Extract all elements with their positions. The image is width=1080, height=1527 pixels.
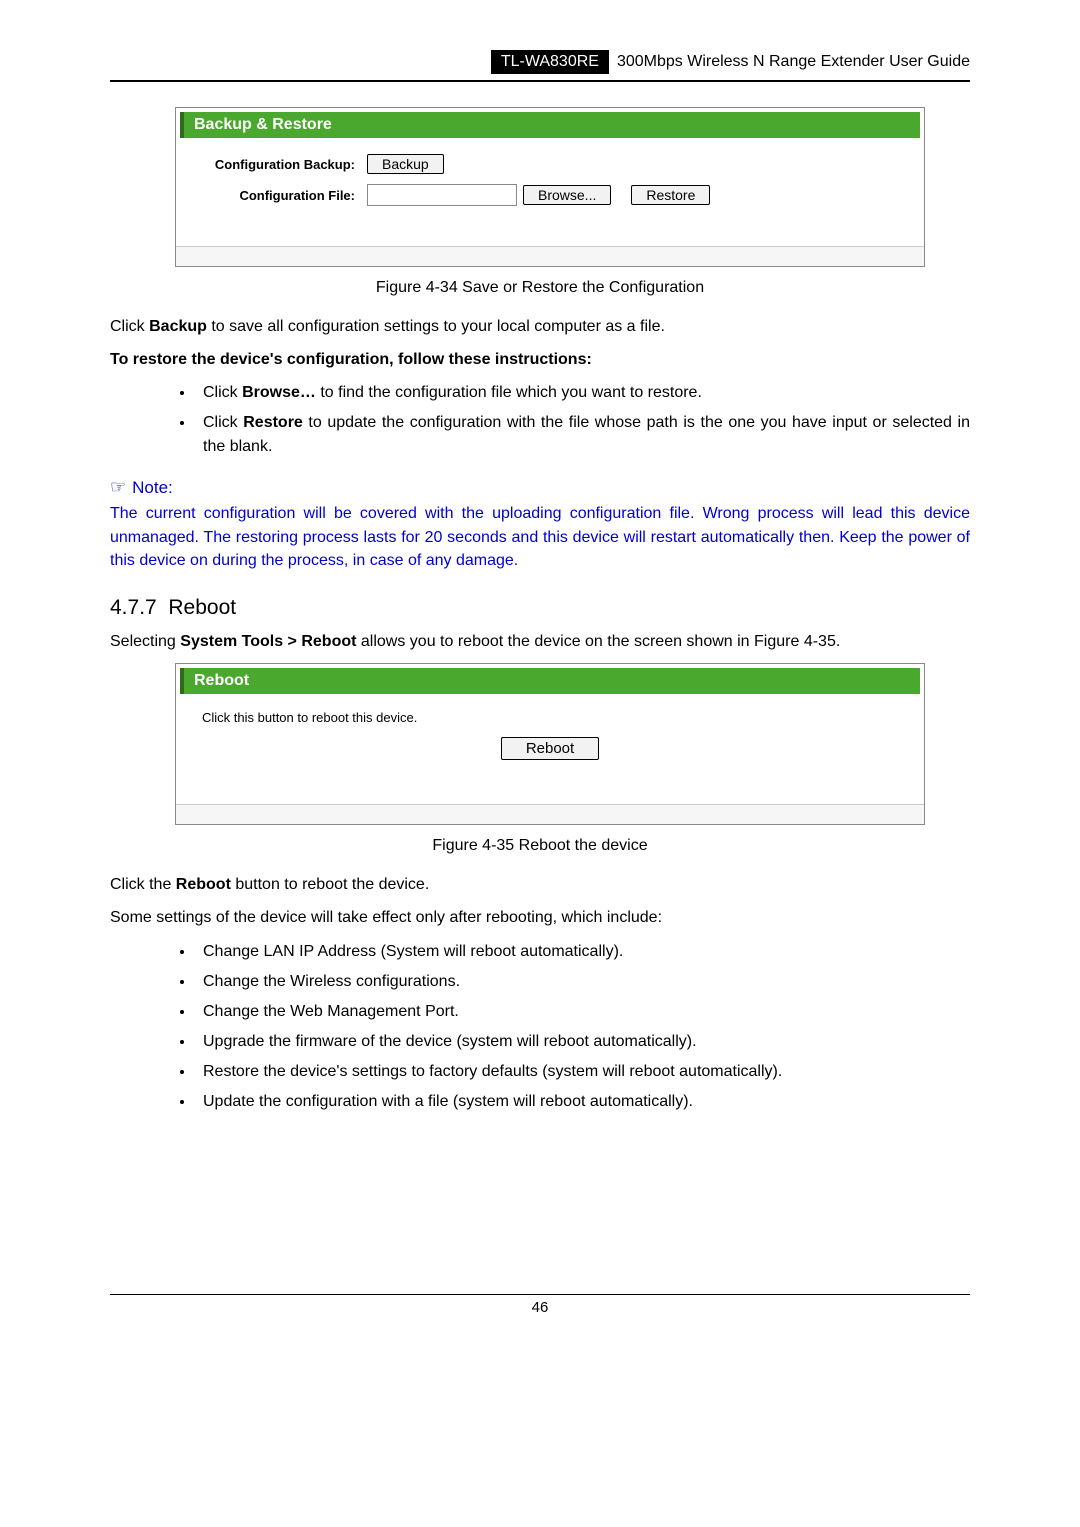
reboot-click-paragraph: Click the Reboot button to reboot the de… xyxy=(110,873,970,896)
reboot-intro-paragraph: Selecting System Tools > Reboot allows y… xyxy=(110,630,970,653)
systools-bold: System Tools > Reboot xyxy=(180,633,356,650)
list-item: Change LAN IP Address (System will reboo… xyxy=(195,940,970,964)
backup-restore-body: Configuration Backup: Backup Configurati… xyxy=(176,142,924,236)
reboot-button[interactable]: Reboot xyxy=(501,737,599,760)
backup-restore-title: Backup & Restore xyxy=(180,112,920,138)
section-number: 4.7.7 xyxy=(110,596,157,619)
reboot-bold: Reboot xyxy=(176,876,231,893)
page-number: 46 xyxy=(110,1299,970,1316)
list-item: Restore the device's settings to factory… xyxy=(195,1060,970,1084)
restore-bold: Restore xyxy=(243,414,303,431)
text-fragment: to save all configuration settings to yo… xyxy=(207,318,665,335)
restore-button[interactable]: Restore xyxy=(631,185,710,205)
backup-restore-panel: Backup & Restore Configuration Backup: B… xyxy=(175,107,925,267)
text-fragment: Click xyxy=(203,384,242,401)
browse-bold: Browse… xyxy=(242,384,316,401)
list-item: Click Browse… to find the configuration … xyxy=(195,381,970,405)
reboot-footbar xyxy=(176,804,924,824)
restore-steps-list: Click Browse… to find the configuration … xyxy=(110,381,970,459)
backup-footbar xyxy=(176,246,924,266)
text-fragment: to find the configuration file which you… xyxy=(316,384,702,401)
config-file-input[interactable] xyxy=(367,184,517,206)
reboot-button-row: Reboot xyxy=(192,737,908,760)
text-fragment: Selecting xyxy=(110,633,180,650)
reboot-instruction: Click this button to reboot this device. xyxy=(202,710,908,725)
text-fragment: Click xyxy=(203,414,243,431)
browse-button[interactable]: Browse... xyxy=(523,185,611,205)
reboot-title: Reboot xyxy=(180,668,920,694)
reboot-panel: Reboot Click this button to reboot this … xyxy=(175,663,925,825)
backup-paragraph: Click Backup to save all configuration s… xyxy=(110,315,970,338)
reboot-effects-list: Change LAN IP Address (System will reboo… xyxy=(110,940,970,1114)
list-item: Click Restore to update the configuratio… xyxy=(195,411,970,459)
text-fragment: to update the configuration with the fil… xyxy=(203,414,970,455)
section-heading: 4.7.7 Reboot xyxy=(110,596,970,620)
model-badge: TL-WA830RE xyxy=(491,50,609,74)
text-fragment: Click xyxy=(110,318,149,335)
figure-caption-2: Figure 4-35 Reboot the device xyxy=(110,837,970,855)
pointing-hand-icon: ☞ xyxy=(110,477,126,497)
restore-instructions-head: To restore the device's configuration, f… xyxy=(110,348,970,371)
list-item: Update the configuration with a file (sy… xyxy=(195,1090,970,1114)
config-backup-row: Configuration Backup: Backup xyxy=(192,154,908,174)
text-fragment: Click the xyxy=(110,876,176,893)
list-item: Change the Web Management Port. xyxy=(195,1000,970,1024)
doc-title: 300Mbps Wireless N Range Extender User G… xyxy=(617,53,970,71)
reboot-body: Click this button to reboot this device.… xyxy=(176,698,924,794)
text-fragment: allows you to reboot the device on the s… xyxy=(356,633,840,650)
backup-button[interactable]: Backup xyxy=(367,154,444,174)
backup-bold: Backup xyxy=(149,318,207,335)
config-file-row: Configuration File: Browse... Restore xyxy=(192,184,908,206)
doc-header: TL-WA830RE 300Mbps Wireless N Range Exte… xyxy=(110,50,970,74)
header-divider xyxy=(110,80,970,82)
text-fragment: button to reboot the device. xyxy=(231,876,429,893)
note-body-text: The current configuration will be covere… xyxy=(110,502,970,572)
footer-divider xyxy=(110,1294,970,1295)
figure-caption-1: Figure 4-34 Save or Restore the Configur… xyxy=(110,279,970,297)
section-title: Reboot xyxy=(168,596,236,619)
note-header: ☞ Note: xyxy=(110,477,970,498)
config-file-label: Configuration File: xyxy=(192,188,367,203)
note-label: Note: xyxy=(132,478,173,497)
list-item: Change the Wireless configurations. xyxy=(195,970,970,994)
page-root: TL-WA830RE 300Mbps Wireless N Range Exte… xyxy=(0,0,1080,1376)
list-item: Upgrade the firmware of the device (syst… xyxy=(195,1030,970,1054)
config-backup-label: Configuration Backup: xyxy=(192,157,367,172)
reboot-settings-paragraph: Some settings of the device will take ef… xyxy=(110,906,970,929)
